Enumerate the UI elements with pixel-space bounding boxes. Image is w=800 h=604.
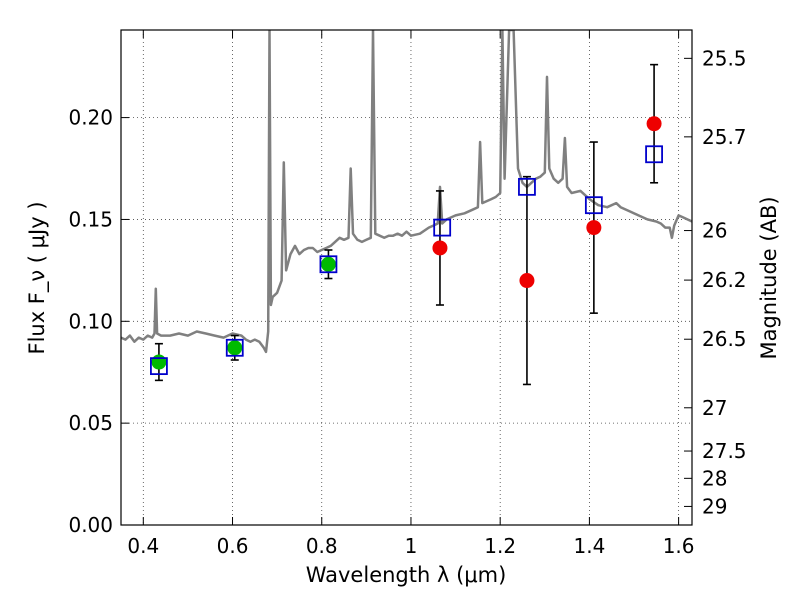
red-data-point bbox=[646, 116, 662, 132]
model-square-marker bbox=[584, 196, 603, 215]
plot-frame bbox=[120, 29, 693, 526]
mag-tick-label: 27 bbox=[702, 396, 727, 420]
mag-tick-label: 28 bbox=[702, 466, 727, 490]
x-tick-label: 1.4 bbox=[573, 534, 605, 558]
model-square-marker bbox=[225, 338, 244, 357]
mag-tick-label: 25.5 bbox=[702, 46, 747, 70]
green-data-point bbox=[151, 354, 167, 370]
x-tick-label: 0.4 bbox=[127, 534, 159, 558]
x-tick-label: 0.6 bbox=[217, 534, 249, 558]
y-tick-label: 0.05 bbox=[68, 411, 113, 435]
mag-tick-label: 25.7 bbox=[702, 125, 747, 149]
data-points-layer bbox=[151, 116, 662, 370]
y-tick-label: 0.15 bbox=[68, 207, 113, 231]
spectrum-line bbox=[121, 30, 692, 354]
model-squares-layer bbox=[150, 145, 663, 376]
axis-ticks: 0.4 0.6 0.8 1 1.2 1.4 1.6 0.00 0.05 0.10 0.15 0.20 2… bbox=[68, 30, 747, 558]
mag-tick-label: 26 bbox=[702, 219, 727, 243]
red-data-point bbox=[519, 273, 535, 289]
x-tick-label: 1.6 bbox=[663, 534, 695, 558]
mag-tick-label: 26.2 bbox=[702, 268, 747, 292]
x-tick-label: 1.2 bbox=[484, 534, 516, 558]
green-data-point bbox=[320, 256, 336, 272]
y-tick-label: 0.10 bbox=[68, 309, 113, 333]
spectrum-layer bbox=[121, 30, 692, 354]
model-square-marker bbox=[433, 218, 452, 237]
model-square-marker bbox=[150, 357, 168, 376]
x-tick-label: 0.8 bbox=[306, 534, 338, 558]
model-square-marker bbox=[319, 255, 338, 274]
mag-tick-label: 26.5 bbox=[702, 327, 747, 351]
y-tick-label: 0.20 bbox=[68, 106, 113, 130]
green-data-point bbox=[227, 340, 243, 356]
grid-lines bbox=[121, 30, 692, 526]
x-axis-label: Wavelength λ (μm) bbox=[306, 563, 507, 587]
red-data-point bbox=[586, 220, 602, 236]
x-tick-label: 1 bbox=[405, 534, 418, 558]
y2-axis-label: Magnitude (AB) bbox=[757, 196, 781, 359]
y-tick-label: 0.00 bbox=[68, 513, 113, 537]
y-axis-label: Flux F_ν ( μJy ) bbox=[25, 201, 50, 354]
red-data-point bbox=[432, 240, 448, 256]
model-square-marker bbox=[645, 145, 663, 164]
error-bars-layer bbox=[154, 63, 659, 386]
model-square-marker bbox=[518, 177, 536, 196]
mag-tick-label: 29 bbox=[702, 494, 727, 518]
mag-tick-label: 27.5 bbox=[702, 439, 747, 463]
